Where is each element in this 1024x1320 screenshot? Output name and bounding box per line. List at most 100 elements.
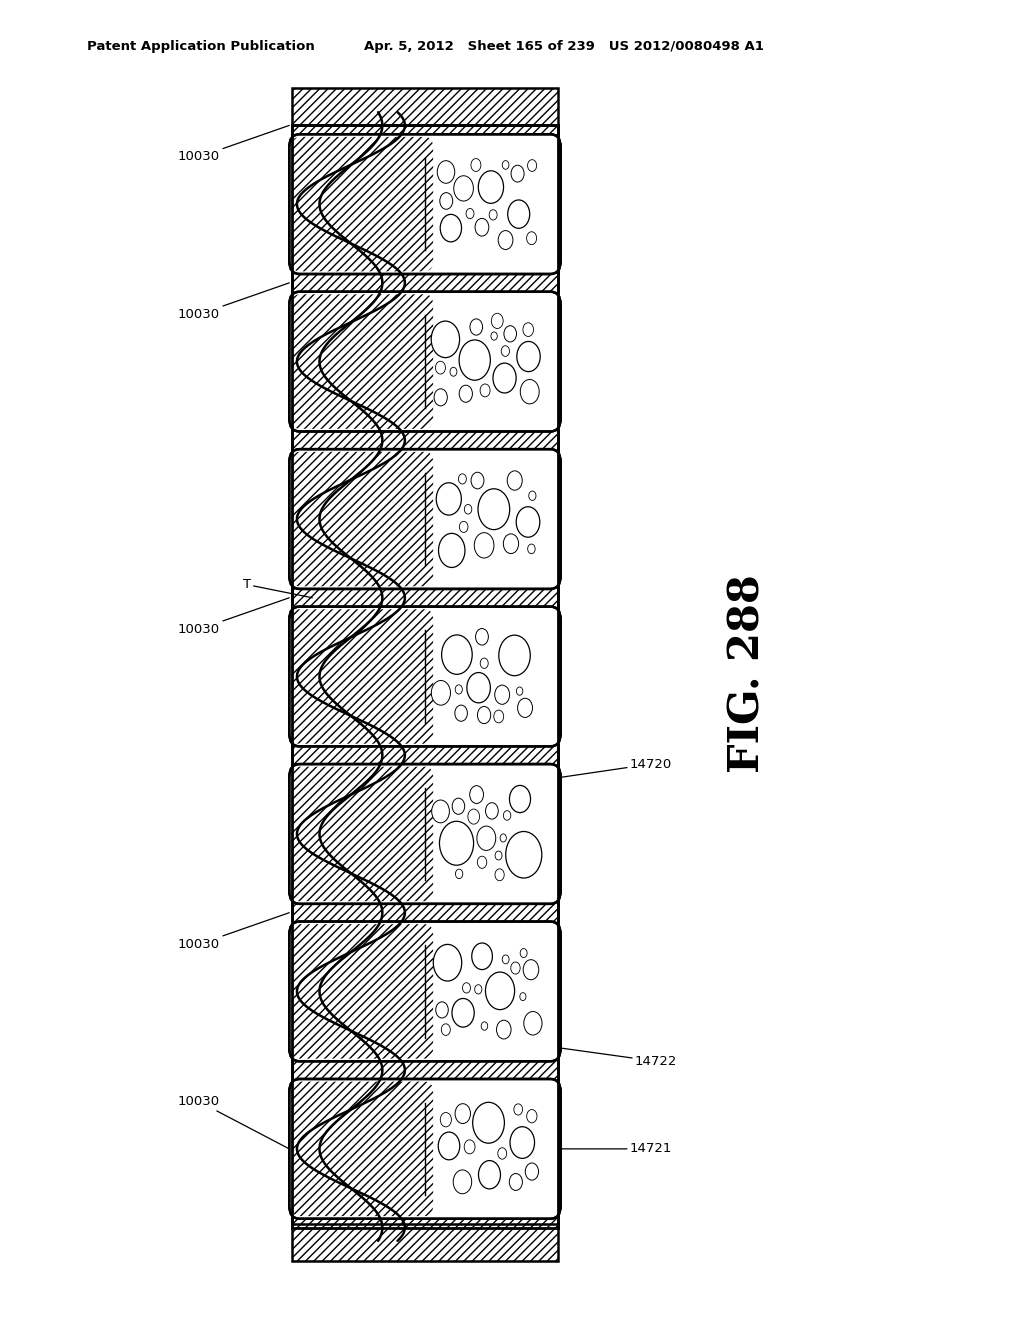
Circle shape: [477, 826, 496, 850]
Circle shape: [455, 1104, 470, 1123]
Text: FIG. 288: FIG. 288: [726, 574, 769, 772]
Circle shape: [489, 210, 497, 220]
Text: 10030: 10030: [178, 282, 289, 321]
Circle shape: [475, 985, 482, 994]
Circle shape: [436, 483, 462, 515]
Circle shape: [511, 962, 520, 974]
Circle shape: [520, 379, 540, 404]
Circle shape: [499, 231, 513, 249]
Circle shape: [431, 321, 460, 358]
FancyBboxPatch shape: [289, 135, 561, 275]
FancyBboxPatch shape: [289, 449, 561, 589]
Circle shape: [478, 170, 504, 203]
Circle shape: [502, 954, 509, 964]
Circle shape: [459, 385, 472, 403]
FancyBboxPatch shape: [289, 292, 561, 432]
Circle shape: [528, 491, 536, 500]
Circle shape: [523, 323, 534, 337]
Circle shape: [485, 972, 515, 1010]
Circle shape: [440, 1113, 452, 1127]
Circle shape: [508, 199, 529, 228]
Circle shape: [497, 1020, 511, 1039]
Text: 14720: 14720: [561, 758, 672, 777]
Circle shape: [436, 1002, 449, 1018]
Circle shape: [438, 1133, 460, 1160]
Circle shape: [510, 785, 530, 813]
Circle shape: [454, 176, 473, 201]
FancyBboxPatch shape: [291, 767, 433, 902]
Circle shape: [526, 232, 537, 244]
Circle shape: [459, 341, 490, 380]
Circle shape: [516, 507, 540, 537]
Circle shape: [517, 342, 541, 372]
Circle shape: [502, 161, 509, 169]
Circle shape: [471, 158, 481, 172]
Circle shape: [495, 851, 502, 861]
Circle shape: [511, 165, 524, 182]
Circle shape: [438, 533, 465, 568]
Circle shape: [433, 944, 462, 981]
Circle shape: [473, 1102, 505, 1143]
Circle shape: [480, 384, 490, 397]
Circle shape: [526, 1110, 537, 1123]
Bar: [292, 88, 558, 125]
Circle shape: [472, 942, 493, 970]
Circle shape: [492, 313, 503, 329]
Circle shape: [477, 857, 486, 869]
Circle shape: [467, 673, 490, 702]
Circle shape: [471, 473, 484, 488]
Circle shape: [440, 214, 462, 242]
Circle shape: [466, 209, 474, 219]
Circle shape: [441, 635, 472, 675]
Circle shape: [498, 1147, 507, 1159]
FancyBboxPatch shape: [291, 451, 433, 586]
Circle shape: [507, 471, 522, 490]
FancyBboxPatch shape: [289, 1078, 561, 1218]
Text: 10030: 10030: [178, 1096, 289, 1148]
Circle shape: [493, 363, 516, 393]
Circle shape: [525, 1163, 539, 1180]
Circle shape: [504, 810, 511, 820]
Circle shape: [527, 544, 536, 553]
Circle shape: [477, 706, 490, 723]
Circle shape: [500, 834, 506, 842]
Circle shape: [506, 832, 542, 878]
Circle shape: [523, 960, 539, 979]
Circle shape: [468, 809, 479, 824]
Circle shape: [499, 635, 530, 676]
Text: 14722: 14722: [561, 1048, 677, 1068]
FancyBboxPatch shape: [291, 924, 433, 1059]
Circle shape: [504, 326, 516, 342]
Circle shape: [434, 389, 447, 405]
Circle shape: [490, 331, 498, 341]
Circle shape: [527, 160, 537, 172]
Circle shape: [475, 628, 488, 645]
Circle shape: [439, 193, 453, 210]
Circle shape: [454, 1170, 472, 1193]
Circle shape: [474, 533, 494, 558]
FancyBboxPatch shape: [289, 607, 561, 746]
Circle shape: [485, 803, 499, 820]
Circle shape: [524, 1011, 542, 1035]
Circle shape: [435, 362, 445, 374]
Circle shape: [517, 698, 532, 718]
Circle shape: [478, 1160, 501, 1189]
Circle shape: [453, 799, 465, 814]
Circle shape: [475, 218, 488, 236]
Text: 14721: 14721: [561, 1142, 672, 1155]
FancyBboxPatch shape: [291, 1081, 433, 1216]
Circle shape: [495, 869, 504, 880]
Circle shape: [460, 521, 468, 532]
Circle shape: [459, 474, 466, 484]
Circle shape: [504, 533, 518, 553]
Circle shape: [439, 821, 473, 865]
Text: Apr. 5, 2012   Sheet 165 of 239   US 2012/0080498 A1: Apr. 5, 2012 Sheet 165 of 239 US 2012/00…: [364, 40, 764, 53]
Circle shape: [470, 785, 483, 804]
Circle shape: [509, 1173, 522, 1191]
FancyBboxPatch shape: [291, 137, 433, 272]
Circle shape: [437, 161, 455, 183]
Text: Patent Application Publication: Patent Application Publication: [87, 40, 314, 53]
FancyBboxPatch shape: [289, 921, 561, 1061]
Circle shape: [441, 1024, 451, 1035]
Text: 10030: 10030: [178, 598, 289, 636]
